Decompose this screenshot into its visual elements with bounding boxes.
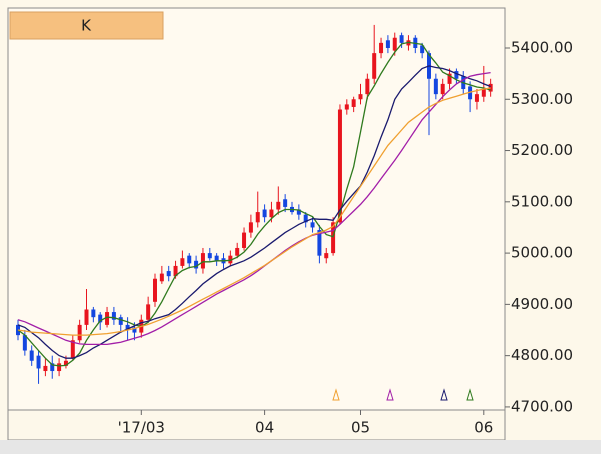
candle-body: [296, 209, 301, 215]
marker: [440, 388, 448, 401]
y-tick-label: 5000.00: [511, 244, 573, 262]
candle-body: [159, 273, 164, 282]
x-tick-label: 06: [474, 419, 493, 437]
candle-body: [447, 73, 452, 84]
x-axis-area: [7, 409, 506, 441]
candle-body: [276, 201, 281, 210]
candle-body: [269, 209, 274, 218]
candle-body: [200, 253, 205, 269]
candle-body: [105, 312, 110, 325]
candle-body: [194, 260, 199, 269]
marker: [386, 388, 394, 401]
candle-body: [91, 309, 96, 318]
moving-average-line: [17, 71, 491, 346]
candle-body: [488, 83, 493, 92]
candle-body: [379, 42, 384, 54]
candle-body: [132, 327, 137, 333]
candle-body: [324, 253, 329, 259]
candle-body: [146, 304, 151, 320]
candle-body: [331, 222, 336, 254]
plot-area: [7, 7, 506, 411]
candle-body: [454, 71, 459, 79]
candle-body: [214, 255, 219, 261]
candle-body: [440, 83, 445, 95]
candle-body: [63, 360, 68, 366]
candle-body: [365, 78, 370, 95]
candle-body: [242, 232, 247, 248]
y-tick-label: 5100.00: [511, 192, 573, 210]
candle-body: [474, 94, 479, 102]
candle-body: [153, 278, 157, 302]
candle-body: [248, 222, 253, 233]
y-tick-label: 5200.00: [511, 141, 573, 159]
marker: [466, 388, 474, 401]
candle-body: [125, 324, 130, 331]
candle-body: [433, 78, 438, 95]
candle-body: [337, 109, 342, 223]
candle-body: [344, 104, 349, 110]
candle-body: [235, 247, 240, 256]
candle-body: [166, 271, 171, 277]
moving-average-line: [17, 65, 491, 359]
status-bar: [0, 440, 601, 454]
candle-body: [77, 324, 82, 341]
moving-average-line: [17, 87, 491, 336]
candle-body: [283, 199, 288, 207]
candle-body: [57, 363, 62, 372]
candle-body: [228, 255, 233, 264]
x-tick-label: 04: [255, 419, 274, 437]
y-tick-label: 4800.00: [511, 346, 573, 364]
candle-body: [399, 35, 404, 43]
candle-body: [207, 253, 212, 259]
y-tick-label: 4700.00: [511, 397, 573, 415]
candle-body: [262, 209, 267, 218]
candle-body: [70, 340, 75, 359]
candle-body: [420, 45, 425, 54]
marker: [332, 388, 340, 401]
candle-body: [29, 350, 34, 361]
tag-box: [9, 11, 164, 40]
x-tick-label: '17/03: [118, 419, 165, 437]
x-tick-label: 05: [351, 419, 370, 437]
candle-body: [255, 212, 260, 223]
candle-body: [187, 255, 192, 264]
candle-body: [358, 94, 363, 100]
candle-body: [481, 89, 486, 97]
candle-body: [385, 40, 390, 48]
candle-body: [98, 314, 103, 323]
y-tick-label: 4900.00: [511, 295, 573, 313]
candle-body: [372, 53, 377, 79]
y-tick-label: 5400.00: [511, 38, 573, 56]
candle-body: [468, 86, 473, 100]
candle-body: [303, 214, 308, 223]
candle-body: [351, 99, 356, 107]
candle-body: [310, 222, 315, 228]
moving-average-line: [17, 41, 491, 367]
candle-body: [317, 230, 322, 256]
candle-body: [43, 365, 48, 372]
candle-body: [50, 363, 55, 372]
candle-body: [392, 37, 397, 51]
candle-body: [173, 265, 178, 277]
candle-body: [118, 317, 123, 325]
candle-body: [22, 335, 27, 351]
y-tick-label: 5300.00: [511, 90, 573, 108]
candle-body: [111, 312, 116, 320]
tag-label: K: [81, 17, 92, 35]
candle-body: [84, 309, 89, 325]
candle-body: [180, 258, 185, 266]
candle-body: [36, 355, 41, 369]
